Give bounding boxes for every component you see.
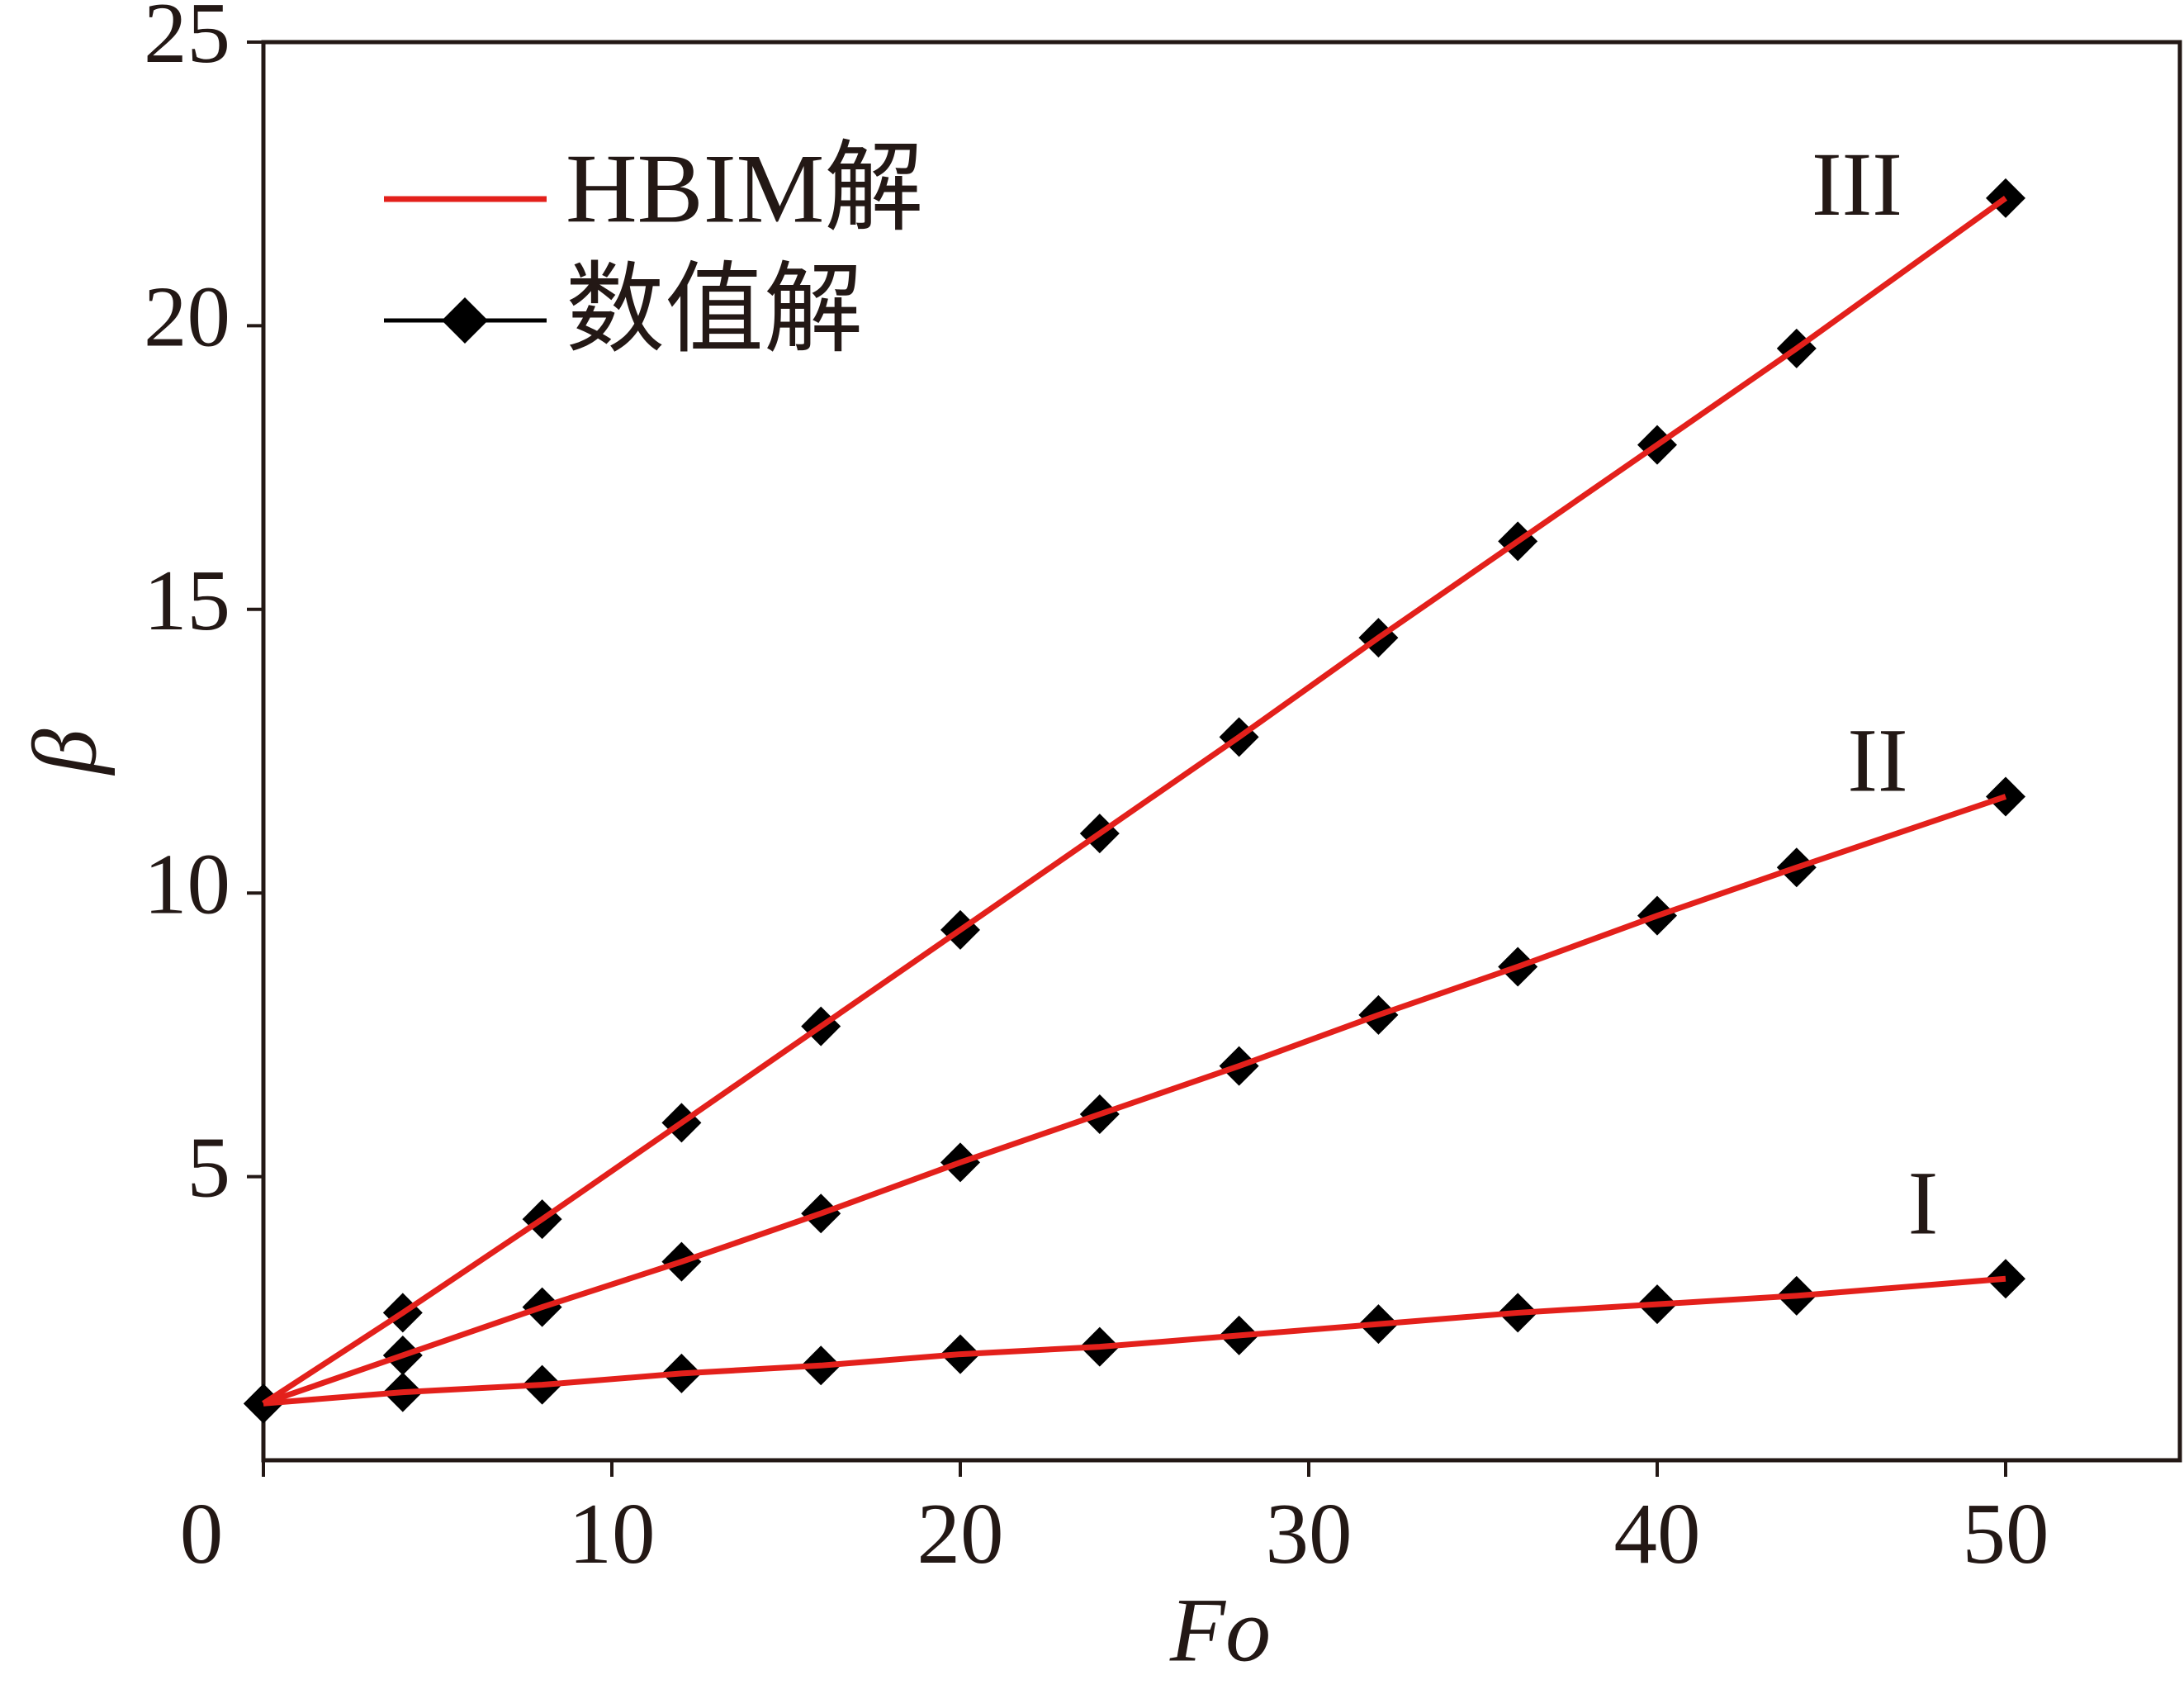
x-tick-label: 20 xyxy=(917,1485,1004,1582)
y-tick-label: 10 xyxy=(144,835,230,932)
y-tick-label: 25 xyxy=(144,0,230,81)
x-tick-label: 40 xyxy=(1614,1485,1701,1582)
x-axis-label: Fo xyxy=(1169,1579,1271,1680)
y-tick-label: 20 xyxy=(144,268,230,364)
legend-marker xyxy=(442,297,488,344)
curve-label: I xyxy=(1908,1152,1939,1253)
x-tick-label: 0 xyxy=(180,1485,224,1582)
curve-label: II xyxy=(1847,710,1907,811)
y-tick-label: 5 xyxy=(187,1119,231,1216)
legend-label: 数值解 xyxy=(566,255,863,365)
x-tick-label: 10 xyxy=(569,1485,656,1582)
curve-line xyxy=(262,196,2008,1407)
plot-frame xyxy=(261,40,2182,1463)
curve-line xyxy=(262,794,2007,1407)
x-tick-label: 30 xyxy=(1266,1485,1353,1582)
curve-line xyxy=(262,197,2007,1405)
y-axis-label: β xyxy=(14,728,115,776)
y-tick-label: 15 xyxy=(144,552,230,648)
legend-label: HBIM解 xyxy=(566,134,923,244)
x-tick-label: 50 xyxy=(1963,1485,2049,1582)
curve-line xyxy=(263,1275,2006,1407)
curve-label: III xyxy=(1812,134,1902,235)
